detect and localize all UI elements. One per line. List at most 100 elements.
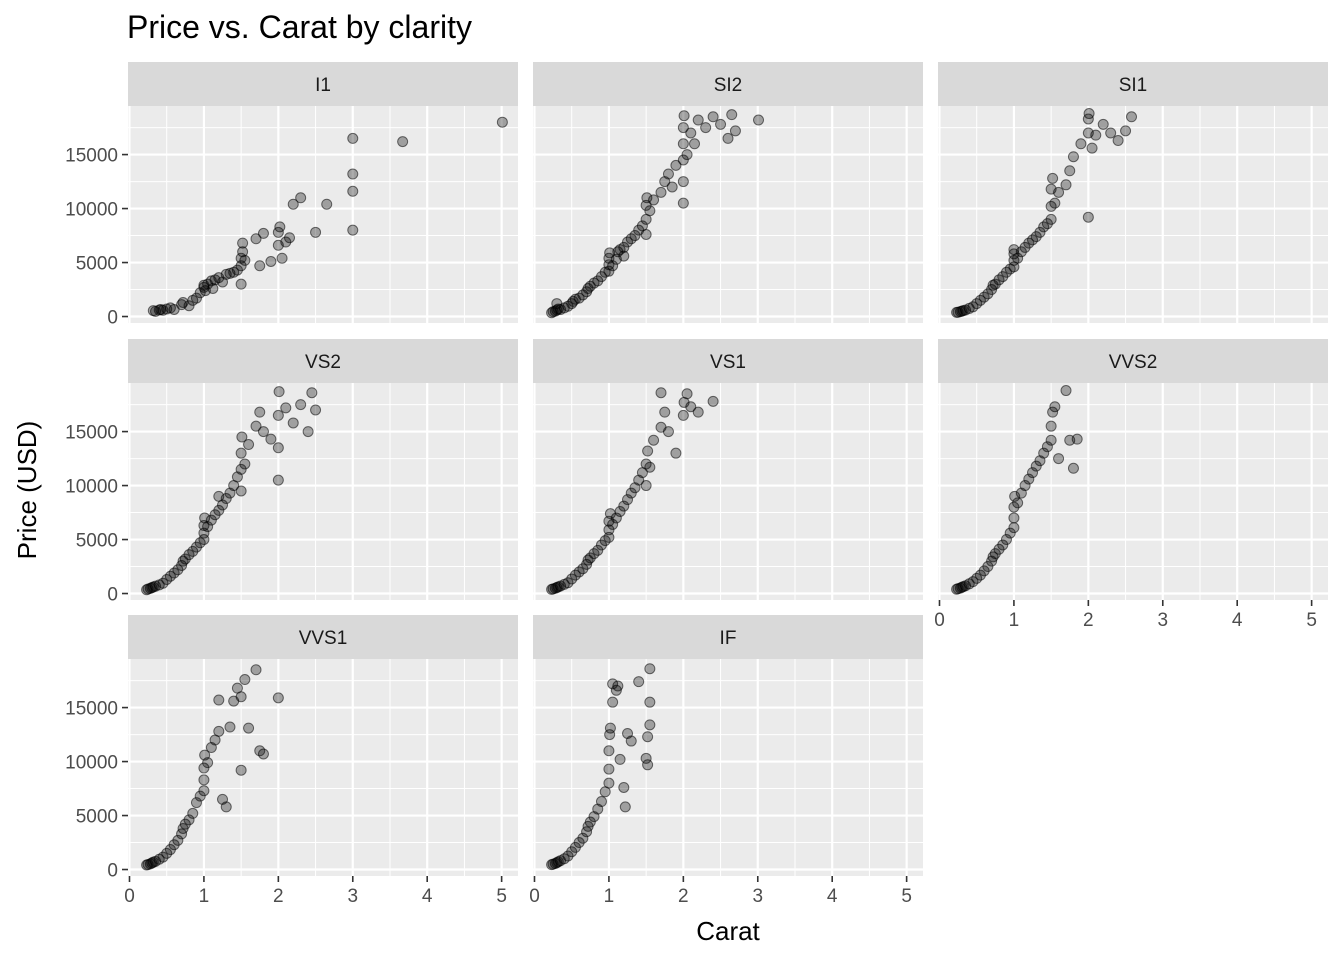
data-point (205, 514, 217, 526)
data-point (662, 426, 674, 438)
data-point (280, 236, 292, 248)
x-tick-label: 1 (1009, 610, 1020, 631)
facet-strip-label: SI1 (1119, 75, 1148, 96)
data-point (1045, 434, 1057, 446)
data-point (677, 138, 689, 150)
data-point (670, 447, 682, 459)
data-point (629, 230, 641, 242)
data-point (347, 224, 359, 236)
chart-title: Price vs. Carat by clarity (127, 9, 472, 45)
panel-background (533, 659, 923, 876)
facet-strip-label: VVS1 (299, 628, 348, 649)
data-point (715, 118, 727, 130)
data-point (689, 138, 701, 150)
data-point (1086, 142, 1098, 154)
data-point (1067, 151, 1079, 163)
data-point (607, 260, 619, 272)
data-point (287, 198, 299, 210)
data-point (257, 227, 269, 239)
data-point (584, 816, 596, 828)
data-point (183, 814, 195, 826)
x-tick-label: 0 (124, 886, 135, 907)
data-point (644, 719, 656, 731)
data-point (1038, 447, 1050, 459)
data-point (1019, 480, 1031, 492)
data-point (729, 125, 741, 137)
facet-panel-vvs2: VVS2 0 1 2 3 4 5 (934, 339, 1328, 631)
data-point (168, 839, 180, 851)
facet-strip-label: VVS2 (1109, 352, 1158, 373)
data-point (707, 111, 719, 123)
data-point (397, 136, 409, 148)
data-point (640, 480, 652, 492)
x-tick-label: 4 (422, 886, 433, 907)
data-point (198, 785, 210, 797)
facet-panel-if: IF 0 1 2 3 4 5 (529, 615, 923, 907)
y-tick-label: 5000 (76, 531, 118, 552)
data-point (1012, 497, 1024, 509)
data-point (209, 509, 221, 521)
data-point (618, 781, 630, 793)
data-point (607, 696, 619, 708)
data-point (604, 247, 616, 259)
data-point (1045, 213, 1057, 225)
data-point (603, 763, 615, 775)
data-point (603, 777, 615, 789)
data-point (276, 252, 288, 264)
data-point (573, 837, 585, 849)
data-point (982, 288, 994, 300)
data-point (202, 757, 214, 769)
data-point (235, 447, 247, 459)
data-point (577, 832, 589, 844)
facet-strip (128, 339, 518, 383)
y-tick-label: 5000 (76, 807, 118, 828)
data-point (179, 553, 191, 565)
data-point (287, 417, 299, 429)
data-point (997, 539, 1009, 551)
data-point (1008, 522, 1020, 534)
data-point (655, 186, 667, 198)
data-point (217, 499, 229, 511)
data-point (1041, 218, 1053, 230)
data-point (1045, 420, 1057, 432)
data-point (1019, 241, 1031, 253)
data-point (183, 300, 195, 312)
data-point (302, 426, 314, 438)
facet-panel-si1: SI1 (938, 62, 1328, 323)
data-point (644, 663, 656, 675)
data-point (993, 543, 1005, 555)
data-point (681, 388, 693, 400)
data-point (1041, 441, 1053, 453)
data-point (310, 404, 322, 416)
data-point (677, 176, 689, 188)
data-point (595, 796, 607, 808)
data-point (1009, 490, 1021, 502)
x-tick-label: 4 (827, 886, 838, 907)
panel-background (938, 383, 1328, 600)
data-point (187, 807, 199, 819)
data-point (592, 275, 604, 287)
facet-panel-i1: I1 0 5000 10000 15000 (65, 62, 518, 329)
data-point (1015, 246, 1027, 258)
data-point (198, 527, 210, 539)
facet-strip (533, 62, 923, 106)
data-point (1053, 453, 1065, 465)
data-point (347, 132, 359, 144)
facet-strip (128, 615, 518, 659)
data-point (274, 221, 286, 233)
facet-strip (533, 615, 923, 659)
data-point (641, 192, 653, 204)
data-point (1049, 401, 1061, 413)
data-point (726, 109, 738, 121)
data-point (265, 255, 277, 267)
facet-strip (938, 62, 1328, 106)
data-point (239, 254, 251, 266)
data-point (700, 122, 712, 134)
data-point (257, 426, 269, 438)
x-tick-label: 5 (901, 886, 912, 907)
data-point (295, 399, 307, 411)
facet-strip (938, 339, 1328, 383)
data-point (254, 260, 266, 272)
data-point (604, 722, 616, 734)
